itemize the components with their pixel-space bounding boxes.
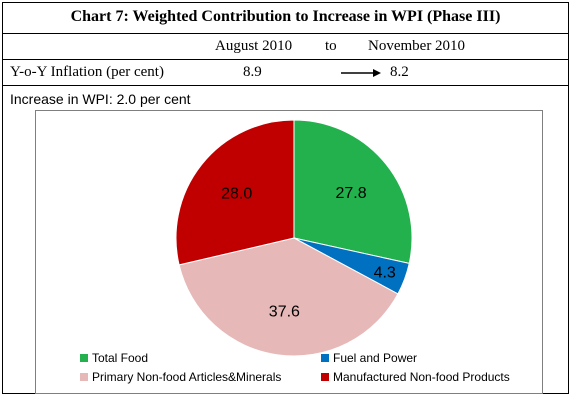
legend-swatch-0 [80, 354, 88, 362]
to-word: to [325, 38, 337, 54]
legend-label-2: Primary Non-food Articles&Minerals [92, 370, 281, 384]
legend-swatch-2 [80, 373, 88, 381]
chart-panel: Chart 7: Weighted Contribution to Increa… [2, 2, 569, 394]
pie-label-0: 27.8 [335, 185, 366, 202]
legend-swatch-1 [321, 354, 329, 362]
inflation-label: Y-o-Y Inflation (per cent) [10, 64, 164, 80]
pie-slice-2 [178, 237, 399, 357]
increase-text: Increase in WPI: 2.0 per cent [10, 91, 191, 107]
chart-title: Chart 7: Weighted Contribution to Increa… [70, 8, 501, 25]
end-date: November 2010 [368, 38, 466, 54]
legend-label-1: Fuel and Power [333, 351, 417, 365]
title-row: Chart 7: Weighted Contribution to Increa… [3, 3, 568, 34]
pie-chart: 27.8 4.3 37.6 28.0 Total Food Fuel and Power P… [80, 119, 510, 384]
pie-slice-0 [293, 119, 413, 265]
inflation-to-value: 8.2 [390, 64, 409, 80]
arrow-right-icon [341, 69, 381, 77]
legend-swatch-3 [321, 373, 329, 381]
pie-slice-3 [175, 119, 295, 266]
inflation-from-value: 8.9 [243, 64, 262, 80]
legend-label-0: Total Food [92, 351, 148, 365]
inflation-row: Y-o-Y Inflation (per cent) 8.9 8.2 [3, 60, 568, 86]
pie-label-1: 4.3 [374, 265, 396, 282]
legend-label-3: Manufactured Non-food Products [333, 370, 510, 384]
dates-row: August 2010 to November 2010 [3, 34, 568, 60]
from-date: August 2010 [215, 38, 293, 54]
pie-label-2: 37.6 [269, 304, 300, 321]
increase-row: Increase in WPI: 2.0 per cent [3, 86, 568, 113]
pie-chart-area: 27.8 4.3 37.6 28.0 Total Food Fuel and Power P… [35, 110, 543, 394]
pie-label-3: 28.0 [221, 186, 252, 203]
